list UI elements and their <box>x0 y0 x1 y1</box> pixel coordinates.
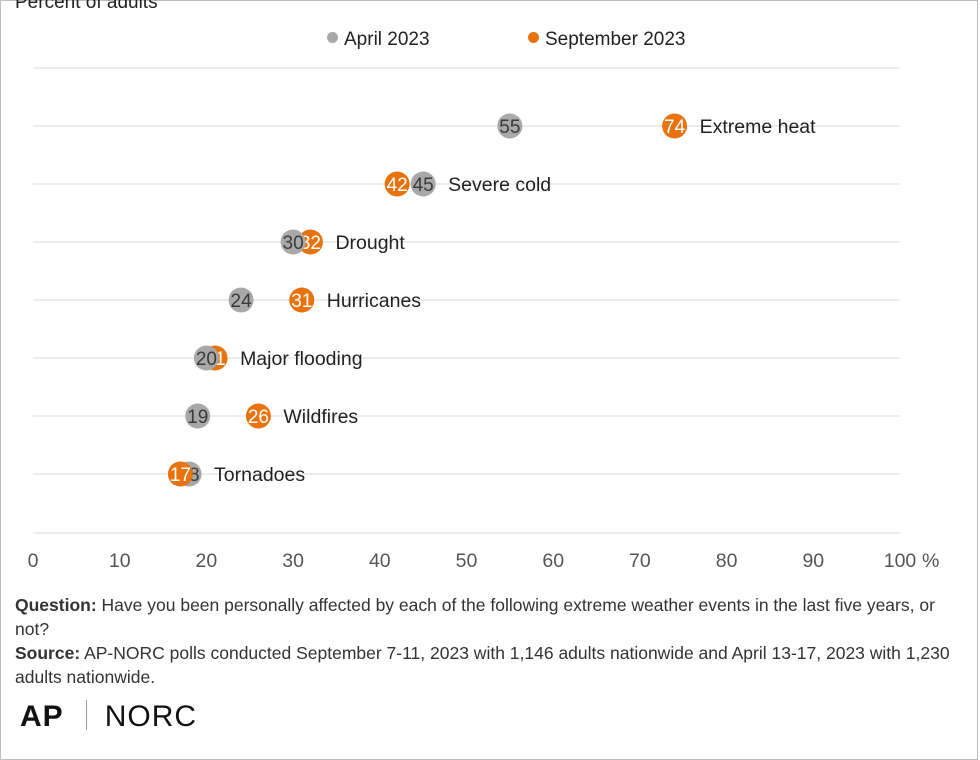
x-tick-label: 30 <box>282 550 304 572</box>
legend: April 2023 September 2023 <box>0 29 980 53</box>
data-point-april <box>228 287 254 313</box>
source-label: Source: <box>15 643 81 663</box>
data-label-april: 24 <box>231 291 253 312</box>
data-point-april <box>280 229 306 255</box>
x-tick-label: 80 <box>716 550 738 572</box>
data-point-april <box>185 403 211 429</box>
data-label-september: 26 <box>248 407 269 428</box>
legend-item-september: September 2023 <box>528 29 686 51</box>
chart-subtitle: Percent of adults <box>15 0 158 13</box>
data-label-april: 30 <box>283 233 304 254</box>
data-point-september <box>384 171 410 197</box>
x-tick-label: 20 <box>196 550 218 572</box>
data-label-april: 45 <box>413 175 434 196</box>
data-point-september <box>167 461 193 487</box>
data-label-september: 31 <box>291 291 312 312</box>
legend-item-april: April 2023 <box>327 29 430 51</box>
data-point-september <box>245 403 271 429</box>
category-label: Drought <box>335 232 405 254</box>
ap-logo: AP <box>20 700 64 733</box>
x-tick-label: 40 <box>369 550 391 572</box>
category-label: Tornadoes <box>214 464 305 486</box>
data-point-september <box>662 113 688 139</box>
data-point-april <box>410 171 436 197</box>
x-tick-label: 0 <box>28 550 39 572</box>
legend-label-april: April 2023 <box>344 29 430 50</box>
question-note: Question: Have you been personally affec… <box>15 593 965 641</box>
question-label: Question: <box>15 595 97 615</box>
norc-logo: NORC <box>104 700 198 733</box>
source-note: Source: AP-NORC polls conducted Septembe… <box>15 641 965 689</box>
legend-dot-september <box>528 32 539 43</box>
x-axis-unit: % <box>922 550 939 572</box>
data-label-september: 17 <box>170 465 191 486</box>
data-point-april <box>497 113 523 139</box>
question-text: Have you been personally affected by eac… <box>15 595 935 639</box>
data-label-april: 55 <box>499 117 520 138</box>
data-point-september <box>297 229 323 255</box>
legend-label-september: September 2023 <box>545 29 686 50</box>
x-tick-label: 100 <box>884 550 917 572</box>
category-label: Wildfires <box>283 406 358 428</box>
category-label: Extreme heat <box>700 116 817 138</box>
data-label-april: 19 <box>187 407 208 428</box>
data-point-september <box>289 287 315 313</box>
logos: AP NORC <box>20 700 197 740</box>
category-label: Hurricanes <box>327 290 422 312</box>
x-tick-label: 90 <box>802 550 824 572</box>
data-label-september: 74 <box>664 117 686 138</box>
data-label-september: 42 <box>387 175 408 196</box>
legend-dot-april <box>327 32 338 43</box>
data-point-april <box>193 345 219 371</box>
category-label: Severe cold <box>448 174 551 196</box>
chart-notes: Question: Have you been personally affec… <box>15 593 965 689</box>
x-tick-label: 70 <box>629 550 651 572</box>
x-tick-label: 10 <box>109 550 131 572</box>
source-text: AP-NORC polls conducted September 7-11, … <box>15 643 950 687</box>
x-tick-label: 50 <box>456 550 478 572</box>
logo-divider <box>85 700 87 730</box>
data-label-april: 20 <box>196 349 217 370</box>
category-label: Major flooding <box>240 348 362 370</box>
x-tick-label: 60 <box>542 550 564 572</box>
data-label-september: 32 <box>300 233 321 254</box>
